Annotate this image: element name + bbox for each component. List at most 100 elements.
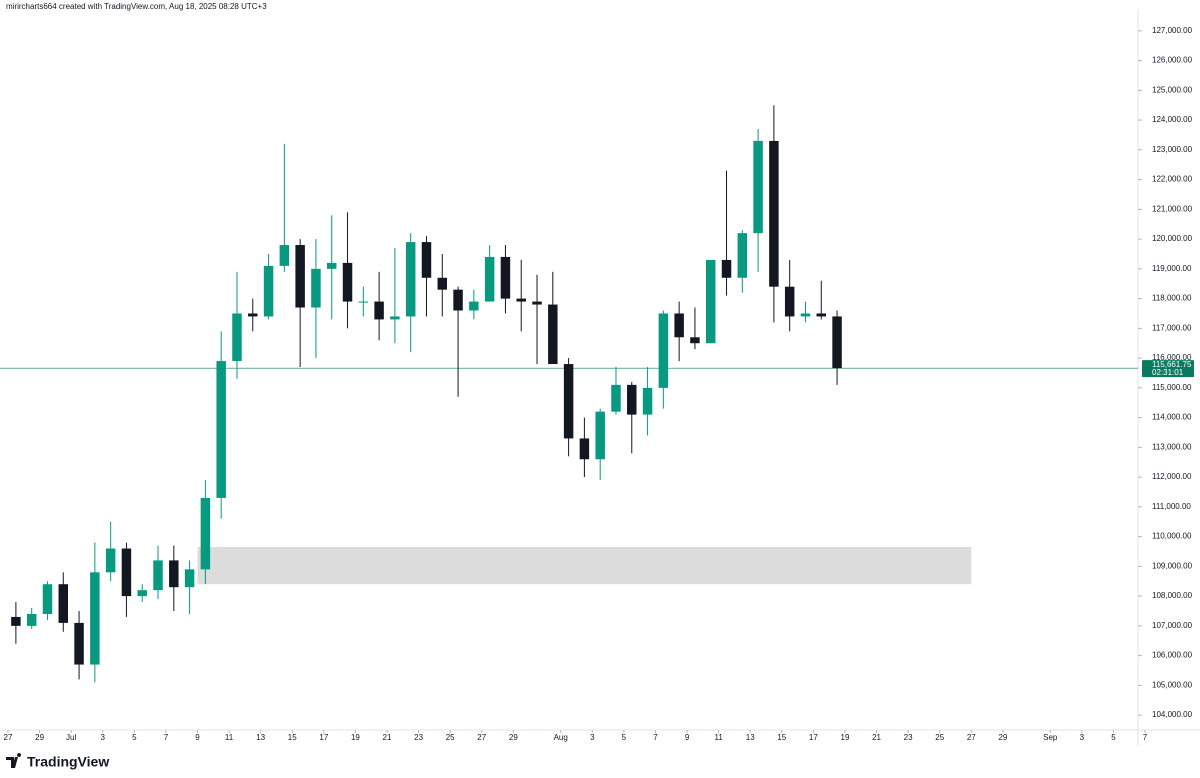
y-tick-label: 118,000.00 — [1152, 294, 1192, 303]
x-tick-label: 27 — [4, 733, 13, 742]
candle-body — [548, 304, 558, 365]
x-tick-label: 17 — [809, 733, 818, 742]
y-tick-label: 108,000.00 — [1152, 591, 1193, 600]
y-tick-label: 127,000.00 — [1152, 26, 1193, 35]
candle-body — [11, 616, 21, 626]
candle-body — [627, 384, 637, 415]
y-tick-label: 111,000.00 — [1152, 502, 1191, 511]
x-tick-label: 15 — [777, 733, 786, 742]
x-tick-label: 27 — [967, 733, 976, 742]
candle-body — [453, 289, 463, 311]
x-tick-label: 15 — [288, 733, 297, 742]
candle-body — [184, 569, 195, 588]
chart-header: mirircharts664 created with TradingView.… — [6, 2, 267, 11]
x-tick-label: 5 — [622, 733, 627, 742]
candle-body — [784, 286, 795, 317]
candle-body — [263, 265, 274, 317]
x-tick-label: 23 — [414, 733, 423, 742]
x-tick-label: 21 — [383, 733, 392, 742]
x-tick-label: 29 — [998, 733, 1007, 742]
x-tick-label: 25 — [935, 733, 944, 742]
x-tick-label: 11 — [225, 733, 234, 742]
y-tick-label: 109,000.00 — [1152, 561, 1193, 570]
x-tick-label: 29 — [509, 733, 518, 742]
candle-body — [658, 313, 669, 388]
candle-body — [469, 301, 479, 311]
candle-body — [800, 313, 811, 317]
candle-body — [690, 337, 700, 344]
y-tick-label: 122,000.00 — [1152, 175, 1193, 184]
candle-body — [721, 259, 732, 278]
candle-body — [832, 316, 842, 369]
y-tick-label: 120,000.00 — [1152, 234, 1193, 243]
x-tick-label: 19 — [841, 733, 850, 742]
candle-body — [484, 256, 495, 302]
y-tick-label: 116,000.00 — [1152, 353, 1192, 362]
y-tick-label: 126,000.00 — [1152, 56, 1193, 65]
candle-body — [358, 301, 369, 303]
candle-body — [816, 313, 827, 317]
x-tick-label: 5 — [132, 733, 137, 742]
candle-body — [26, 613, 37, 626]
x-tick-label: 11 — [714, 733, 723, 742]
candle-body — [105, 548, 116, 573]
x-tick-label: 9 — [195, 733, 200, 742]
candle-body — [500, 256, 511, 299]
x-tick-label: 25 — [446, 733, 455, 742]
last-price-badge — [1142, 360, 1194, 378]
candle-body — [405, 242, 416, 317]
candle-body — [753, 140, 763, 234]
zone-box — [197, 547, 972, 585]
x-tick-label: 3 — [590, 733, 595, 742]
y-tick-label: 115,000.00 — [1152, 383, 1192, 392]
candle-body — [216, 361, 226, 498]
y-tick-label: 125,000.00 — [1152, 85, 1193, 94]
x-tick-label: 7 — [1143, 733, 1148, 742]
y-tick-label: 117,000.00 — [1152, 323, 1192, 332]
y-tick-label: 110,000.00 — [1152, 532, 1192, 541]
brand-logo: TradingView — [6, 753, 109, 770]
y-tick-label: 121,000.00 — [1152, 204, 1193, 213]
y-tick-label: 105,000.00 — [1152, 680, 1193, 689]
candle-body — [674, 313, 684, 338]
x-tick-label: 17 — [319, 733, 328, 742]
candle-body — [169, 560, 179, 588]
candle-body — [611, 384, 621, 412]
plot-area — [0, 105, 1138, 683]
y-tick-label: 114,000.00 — [1152, 413, 1192, 422]
candle-body — [769, 140, 779, 287]
candle-body — [311, 268, 321, 308]
candle-body — [516, 298, 526, 302]
candle-body — [737, 233, 748, 278]
candle-body — [74, 622, 84, 665]
candle-body — [342, 262, 353, 302]
x-tick-label: 13 — [256, 733, 265, 742]
y-tick-label: 113,000.00 — [1152, 442, 1192, 451]
candle-body — [58, 584, 69, 623]
candle-body — [248, 313, 258, 317]
x-tick-label: 7 — [164, 733, 169, 742]
x-tick-label: 7 — [653, 733, 658, 742]
x-tick-label: 13 — [746, 733, 755, 742]
candle-body — [595, 411, 605, 460]
candle-body — [90, 572, 100, 665]
candle-body — [153, 560, 163, 591]
x-tick-label: 23 — [904, 733, 913, 742]
candle-body — [437, 277, 448, 290]
x-tick-label: 3 — [101, 733, 106, 742]
candle-body — [390, 316, 400, 320]
candle-body — [42, 584, 53, 614]
brand-name: TradingView — [27, 754, 109, 770]
y-tick-label: 123,000.00 — [1152, 145, 1193, 154]
candle-body — [642, 387, 653, 415]
candle-body — [326, 262, 337, 269]
candle-body — [279, 245, 290, 266]
candle-body — [705, 259, 716, 344]
candle-body — [121, 548, 132, 597]
x-tick-label: 21 — [872, 733, 881, 742]
candle-body — [374, 301, 384, 320]
candle-body — [200, 497, 211, 570]
x-tick-label: 29 — [35, 733, 44, 742]
x-tick-label: Jul — [66, 733, 76, 742]
